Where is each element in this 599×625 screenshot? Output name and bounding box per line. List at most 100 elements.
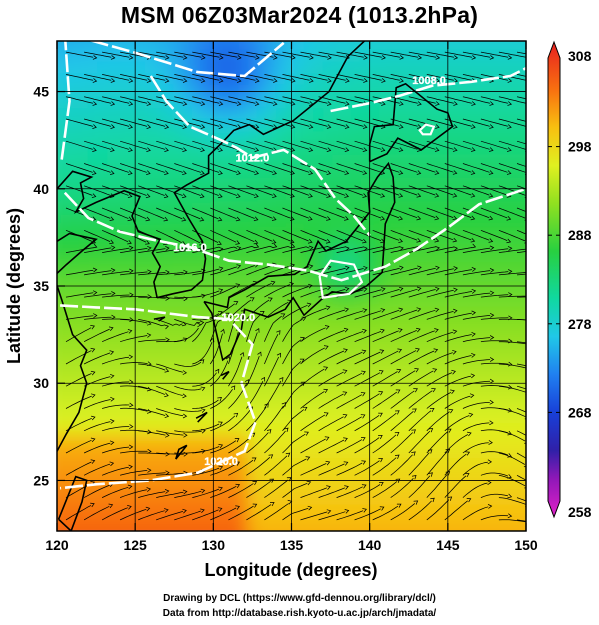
streamline-arrow (302, 406, 308, 411)
streamline (390, 246, 418, 253)
streamline (516, 51, 526, 55)
streamline-arrow (507, 384, 513, 390)
streamline (444, 96, 472, 104)
streamline (246, 163, 274, 173)
streamline-arrow (451, 369, 456, 375)
streamline-arrow (108, 326, 114, 332)
streamline (408, 350, 435, 365)
streamline-arrow (237, 55, 242, 60)
streamline (516, 74, 526, 77)
streamline-arrow (378, 412, 383, 417)
streamline-arrow (541, 443, 545, 447)
streamline-arrow (307, 239, 313, 244)
streamline-arrow (200, 170, 205, 175)
streamline (516, 519, 526, 522)
streamline (336, 510, 364, 521)
streamline-arrow (128, 245, 134, 251)
streamline-arrow (325, 460, 331, 466)
streamline (300, 347, 325, 365)
streamline (174, 327, 199, 343)
streamline-arrow (110, 245, 116, 251)
streamline-arrow (489, 290, 495, 296)
streamline (498, 295, 526, 298)
colorbar-tick-label: 278 (568, 316, 592, 332)
streamline (156, 363, 183, 373)
streamline-arrow (290, 243, 296, 249)
streamline (102, 294, 130, 298)
streamline (138, 118, 166, 127)
streamline-arrow (507, 101, 513, 106)
streamline (101, 356, 130, 365)
streamline-arrow (181, 216, 187, 222)
streamline-arrow (129, 317, 134, 323)
streamline (318, 185, 346, 196)
streamline (210, 415, 236, 432)
streamline-arrow (109, 440, 115, 446)
streamline (408, 51, 437, 58)
streamline (156, 96, 184, 104)
streamline (498, 430, 526, 442)
streamline-arrow (545, 295, 548, 299)
streamline-arrow (309, 78, 314, 83)
streamline-arrow (489, 378, 495, 384)
streamline (426, 268, 454, 276)
streamline-arrow (308, 245, 314, 251)
streamline-arrow (395, 389, 401, 394)
streamline (318, 511, 346, 521)
streamline-arrow (471, 331, 476, 337)
streamline (390, 503, 416, 521)
streamline (318, 416, 344, 432)
streamline (462, 140, 490, 150)
streamline-arrow (398, 286, 404, 292)
streamline-arrow (344, 101, 350, 106)
streamline (192, 320, 213, 342)
streamline-arrow (249, 297, 255, 302)
streamline-arrow (128, 444, 134, 450)
streamline (138, 96, 166, 104)
streamline (210, 507, 237, 521)
streamline (264, 455, 288, 476)
streamline (354, 331, 382, 343)
streamline (516, 385, 526, 390)
streamline-arrow (434, 328, 439, 333)
colorbar-tick-label: 298 (568, 139, 592, 155)
streamline-arrow (128, 78, 134, 83)
streamline (246, 185, 273, 196)
isobar-label: 1012.0 (236, 153, 270, 165)
streamline (426, 96, 454, 104)
streamline-arrow (470, 373, 476, 379)
streamline (65, 269, 94, 276)
streamline (462, 247, 491, 253)
streamline-arrow (146, 124, 152, 129)
streamline (282, 96, 310, 104)
streamline-arrow (326, 147, 332, 152)
streamline-arrow (470, 147, 476, 152)
streamline (426, 499, 450, 521)
streamline (300, 207, 327, 219)
streamline (426, 311, 454, 320)
streamline-arrow (416, 327, 421, 333)
streamline-arrow (526, 318, 530, 322)
streamline (228, 246, 256, 253)
streamline-arrow (417, 101, 422, 106)
streamline (408, 207, 436, 218)
streamline-arrow (308, 124, 314, 129)
streamline (228, 299, 252, 320)
streamline (138, 430, 166, 436)
streamline (300, 74, 328, 81)
streamline (65, 74, 94, 81)
streamline-arrow (200, 78, 206, 83)
streamline-arrow (235, 461, 240, 466)
streamline (336, 140, 364, 150)
streamline-arrow (417, 55, 423, 60)
streamline (426, 411, 450, 432)
streamline (516, 319, 526, 321)
streamline (246, 457, 271, 476)
streamline (354, 351, 381, 365)
streamline (516, 363, 526, 367)
streamline (354, 140, 382, 150)
streamline-arrow (146, 320, 152, 326)
streamline (246, 355, 260, 387)
streamline-arrow (381, 78, 386, 83)
streamline (480, 362, 509, 365)
